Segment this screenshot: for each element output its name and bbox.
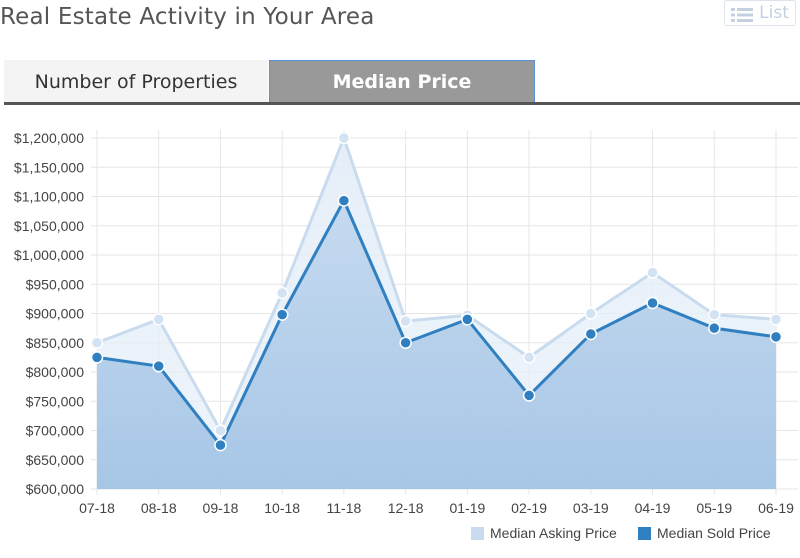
median-price-chart: $600,000 $650,000 $700,000 $750,000 $800,000… (14, 130, 798, 541)
asking-price-point (152, 313, 165, 326)
y-tick-label: $1,050,000 (14, 218, 84, 234)
y-tick-label: $800,000 (26, 364, 85, 380)
asking-price-point (275, 286, 289, 300)
asking-price-line (96, 133, 777, 434)
x-tick-label: 04-19 (635, 500, 671, 516)
tab-underline (4, 102, 800, 105)
x-tick-label: 12-18 (388, 500, 424, 516)
legend-swatch-asking (471, 527, 484, 540)
y-tick-label: $750,000 (26, 393, 85, 409)
x-tick-label: 10-18 (264, 500, 300, 516)
tab-label: Number of Properties (34, 70, 238, 93)
asking-price-point (522, 351, 536, 364)
x-tick-label: 02-19 (511, 500, 547, 516)
x-tick-label: 11-18 (327, 500, 362, 516)
sold-price-point (214, 438, 227, 452)
y-tick-label: $1,150,000 (14, 159, 84, 175)
x-tick-label: 09-18 (203, 500, 239, 516)
y-tick-label: $1,000,000 (14, 247, 84, 263)
y-tick-label: $900,000 (26, 306, 85, 322)
chart-area: $600,000 $650,000 $700,000 $750,000 $800,000… (0, 120, 800, 553)
x-tick-label: 06-19 (758, 500, 794, 516)
tab-number-of-properties[interactable]: Number of Properties (4, 60, 268, 103)
sold-price-area (97, 200, 776, 489)
y-tick-label: $700,000 (26, 423, 85, 439)
sold-price-point (522, 389, 536, 402)
sold-price-point (275, 308, 289, 321)
sold-price-point (337, 194, 351, 207)
asking-price-point (769, 313, 783, 326)
sold-price-point (708, 321, 721, 335)
asking-price-point (399, 314, 412, 328)
y-tick-label: $950,000 (26, 276, 85, 292)
tab-label: Median Price (332, 70, 472, 93)
asking-price-point (708, 308, 721, 321)
list-button-label: List (759, 3, 789, 23)
asking-price-point (646, 266, 659, 279)
sold-price-line (96, 197, 777, 448)
x-tick-label: 03-19 (573, 500, 609, 516)
y-tick-label: $1,100,000 (14, 189, 84, 205)
legend-swatch-sold (638, 527, 651, 540)
legend-label-sold: Median Sold Price (657, 525, 771, 541)
sold-price-point (584, 327, 598, 341)
asking-price-point (584, 307, 598, 320)
list-view-button[interactable]: List (724, 0, 796, 26)
x-tick-label: 01-19 (449, 500, 485, 516)
asking-price-point (214, 424, 227, 437)
page-title: Real Estate Activity in Your Area (0, 4, 375, 30)
list-icon (731, 5, 754, 22)
tab-median-price[interactable]: Median Price (269, 60, 535, 103)
sold-price-point (90, 351, 104, 364)
x-tick-label: 05-19 (696, 500, 732, 516)
legend-label-asking: Median Asking Price (490, 525, 617, 541)
y-tick-label: $850,000 (26, 335, 85, 351)
sold-price-point (769, 330, 783, 344)
sold-price-point (461, 313, 474, 326)
asking-price-point (337, 131, 351, 145)
x-tick-label: 07-18 (79, 500, 115, 516)
y-tick-label: $1,200,000 (14, 130, 84, 146)
x-tick-label: 08-18 (141, 500, 177, 516)
sold-price-point (646, 296, 659, 310)
sold-price-point (152, 359, 165, 373)
asking-price-point (90, 336, 104, 349)
y-tick-label: $600,000 (26, 481, 85, 497)
sold-price-point (399, 336, 412, 349)
y-tick-label: $650,000 (26, 452, 85, 468)
